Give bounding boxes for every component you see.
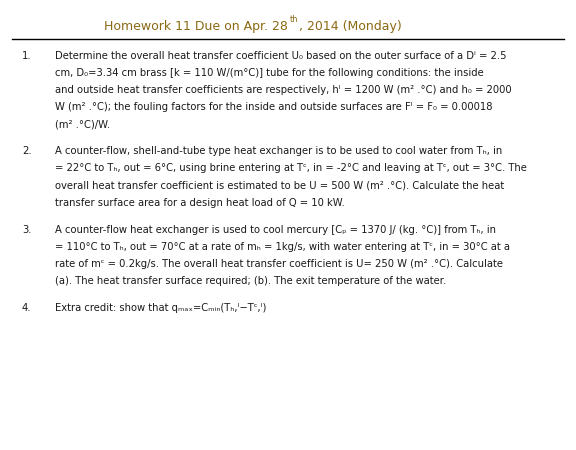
Text: , 2014 (Monday): , 2014 (Monday) <box>299 20 401 33</box>
Text: 1.: 1. <box>22 51 32 61</box>
Text: 3.: 3. <box>22 225 31 234</box>
Text: (m² .°C)/W.: (m² .°C)/W. <box>55 119 110 129</box>
Text: overall heat transfer coefficient is estimated to be U = 500 W (m² .°C). Calcula: overall heat transfer coefficient is est… <box>55 180 504 190</box>
Text: 2.: 2. <box>22 146 32 156</box>
Text: W (m² .°C); the fouling factors for the inside and outside surfaces are Fᴵ = F₀ : W (m² .°C); the fouling factors for the … <box>55 102 492 112</box>
Text: transfer surface area for a design heat load of Q = 10 kW.: transfer surface area for a design heat … <box>55 198 344 207</box>
Text: and outside heat transfer coefficients are respectively, hᴵ = 1200 W (m² .°C) an: and outside heat transfer coefficients a… <box>55 85 511 95</box>
Text: th: th <box>290 15 298 24</box>
Text: cm, D₀=3.34 cm brass [k = 110 W/(m°C)] tube for the following conditions: the in: cm, D₀=3.34 cm brass [k = 110 W/(m°C)] t… <box>55 68 483 78</box>
Text: 4.: 4. <box>22 303 31 313</box>
Text: Determine the overall heat transfer coefficient U₀ based on the outer surface of: Determine the overall heat transfer coef… <box>55 51 506 61</box>
Text: A counter-flow, shell-and-tube type heat exchanger is to be used to cool water f: A counter-flow, shell-and-tube type heat… <box>55 146 502 156</box>
Text: A counter-flow heat exchanger is used to cool mercury [Cₚ = 1370 J/ (kg. °C)] fr: A counter-flow heat exchanger is used to… <box>55 225 496 234</box>
Text: Extra credit: show that qₘₐₓ=Cₘᵢₙ(Tₕ,ᴵ−Tᶜ,ᴵ): Extra credit: show that qₘₐₓ=Cₘᵢₙ(Tₕ,ᴵ−T… <box>55 303 266 313</box>
Text: = 110°C to Tₕ, out = 70°C at a rate of mₕ = 1kg/s, with water entering at Tᶜ, in: = 110°C to Tₕ, out = 70°C at a rate of m… <box>55 242 510 252</box>
Text: Homework 11 Due on Apr. 28: Homework 11 Due on Apr. 28 <box>104 20 288 33</box>
Text: = 22°C to Tₕ, out = 6°C, using brine entering at Tᶜ, in = -2°C and leaving at Tᶜ: = 22°C to Tₕ, out = 6°C, using brine ent… <box>55 163 526 173</box>
Text: (a). The heat transfer surface required; (b). The exit temperature of the water.: (a). The heat transfer surface required;… <box>55 276 446 286</box>
Text: rate of mᶜ = 0.2kg/s. The overall heat transfer coefficient is U= 250 W (m² .°C): rate of mᶜ = 0.2kg/s. The overall heat t… <box>55 259 503 269</box>
